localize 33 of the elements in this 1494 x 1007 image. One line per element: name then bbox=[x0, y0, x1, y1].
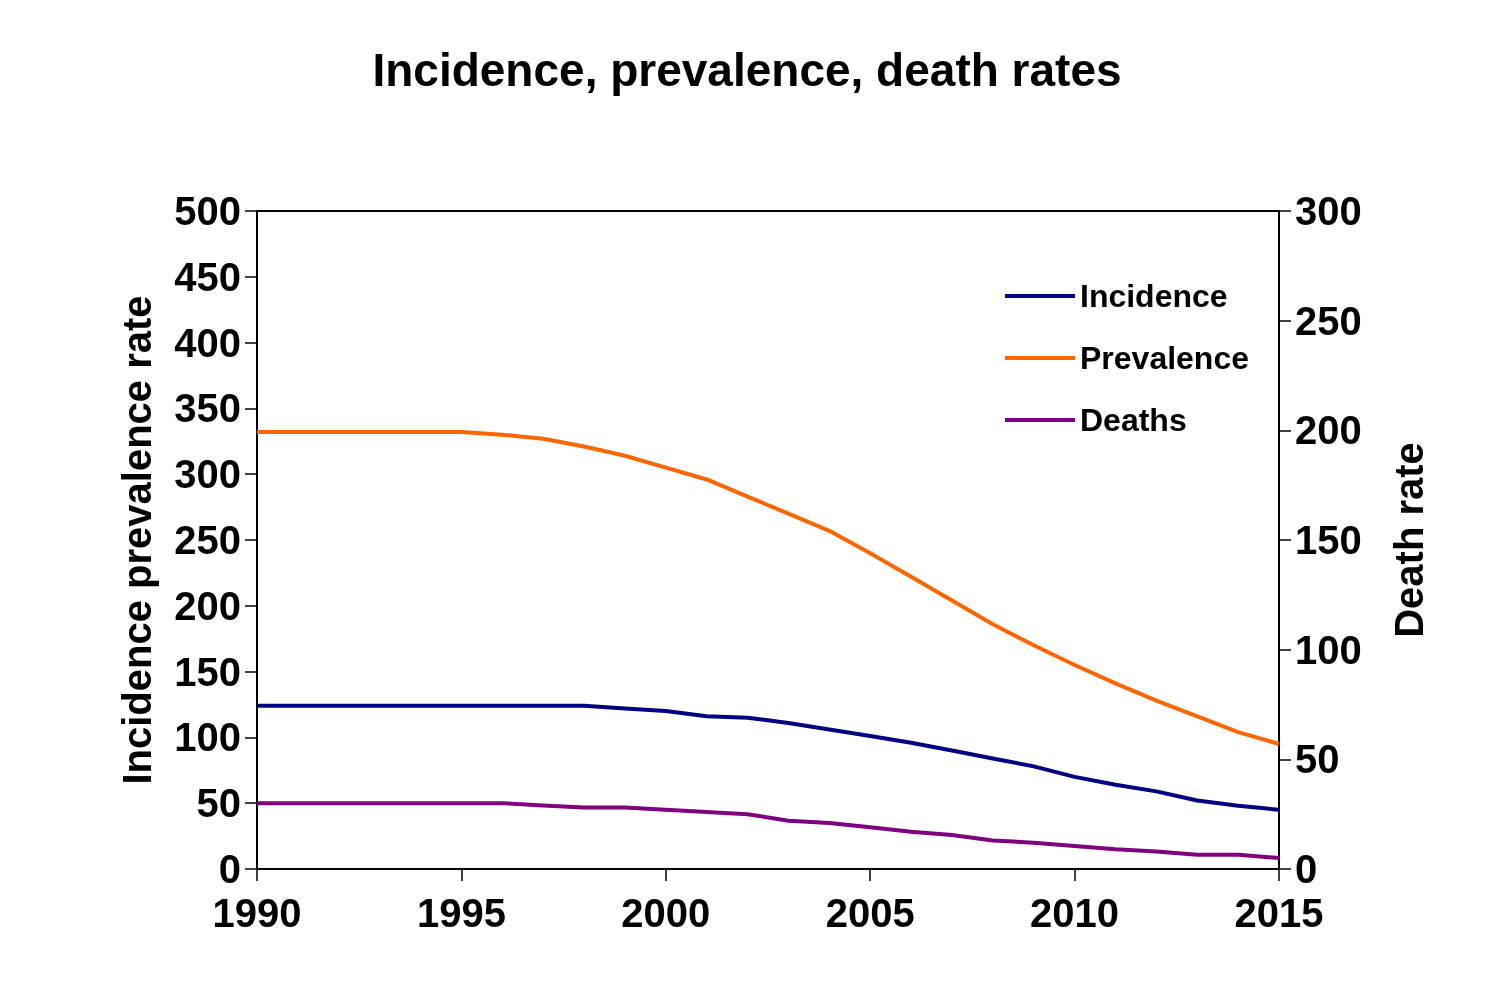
chart-title: Incidence, prevalence, death rates bbox=[372, 44, 1122, 96]
x-tick-label: 2005 bbox=[825, 891, 915, 935]
y2-axis-title: Death rate bbox=[1387, 442, 1431, 638]
y2-tick-label: 300 bbox=[1295, 189, 1362, 233]
line-series bbox=[255, 703, 1281, 812]
legend-label: Deaths bbox=[1079, 402, 1187, 438]
y-tick-label: 0 bbox=[218, 847, 241, 891]
y2-tick-label: 200 bbox=[1295, 408, 1362, 453]
x-tick-label: 1990 bbox=[212, 891, 302, 935]
y-tick-label: 50 bbox=[196, 781, 241, 826]
y-tick-label: 300 bbox=[174, 452, 241, 497]
legend-label: Incidence bbox=[1079, 278, 1228, 314]
x-tick-label: 2000 bbox=[621, 891, 711, 935]
y-tick-label: 200 bbox=[174, 583, 241, 628]
y-tick-label: 350 bbox=[174, 386, 241, 431]
y-tick-label: 150 bbox=[174, 649, 241, 694]
line-series bbox=[255, 430, 1281, 746]
y-tick-label: 500 bbox=[174, 189, 241, 233]
x-tick-label: 2010 bbox=[1030, 891, 1120, 935]
y-tick-label: 400 bbox=[174, 320, 241, 365]
line-series bbox=[255, 801, 1281, 861]
x-tick-label: 2015 bbox=[1234, 891, 1324, 935]
y-axis-title: Incidence prevalence rate bbox=[115, 295, 159, 785]
y2-tick-label: 0 bbox=[1295, 847, 1318, 891]
y-tick-label: 100 bbox=[174, 715, 241, 760]
y2-tick-label: 250 bbox=[1295, 298, 1362, 343]
y2-tick-label: 50 bbox=[1295, 737, 1340, 782]
y2-tick-label: 100 bbox=[1295, 627, 1362, 672]
y2-tick-label: 150 bbox=[1295, 518, 1362, 562]
y-tick-label: 250 bbox=[174, 518, 241, 562]
legend-label: Prevalence bbox=[1079, 340, 1249, 376]
x-tick-label: 1995 bbox=[416, 891, 506, 935]
y-tick-label: 450 bbox=[174, 254, 241, 299]
